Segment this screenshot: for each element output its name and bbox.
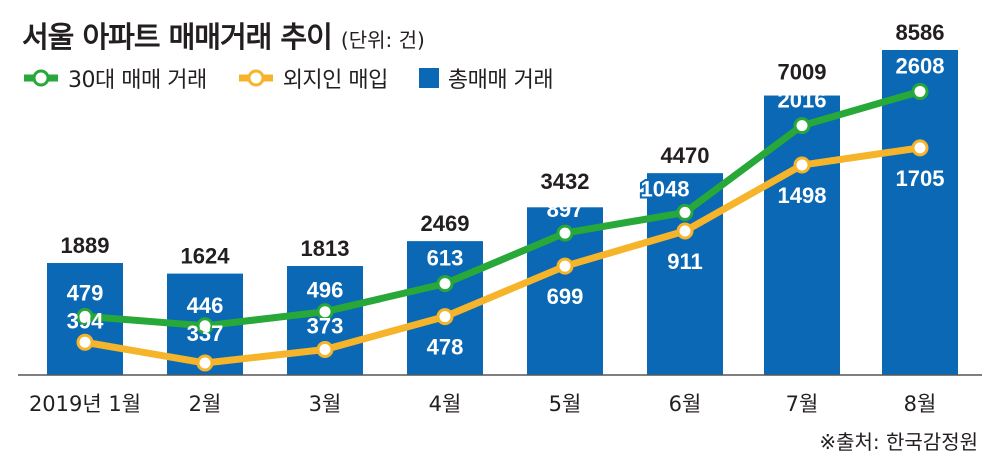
30s-trade-point xyxy=(436,275,454,293)
outsider-buy-value-label: 1498 xyxy=(778,183,827,208)
30s-trade-point xyxy=(793,117,811,135)
30s-trade-value-label: 496 xyxy=(307,278,344,303)
total-value-label: 1889 xyxy=(61,233,110,258)
x-tick-label: 4월 xyxy=(429,392,462,416)
source-note: ※출처: 한국감정원 xyxy=(819,430,978,454)
yellow-line-marker-icon xyxy=(238,69,273,87)
outsider-buy-value-label: 699 xyxy=(547,284,584,309)
x-tick-label: 2019년 1월 xyxy=(29,392,141,416)
outsider-buy-point xyxy=(556,257,574,275)
outsider-buy-value-label: 1705 xyxy=(896,166,945,191)
30s-trade-point xyxy=(676,203,694,221)
30s-trade-value-label: 479 xyxy=(67,280,104,305)
30s-trade-line xyxy=(84,88,921,330)
total-value-label: 3432 xyxy=(541,169,590,194)
bar-total xyxy=(764,95,840,375)
outsider-buy-line xyxy=(84,144,921,367)
green-line-marker-icon xyxy=(24,69,58,87)
total-value-label: 7009 xyxy=(778,60,827,85)
chart-title: 서울 아파트 매매거래 추이 (단위: 건) xyxy=(22,14,425,56)
x-tick-label: 2월 xyxy=(189,392,222,416)
x-tick-label: 8월 xyxy=(904,392,937,416)
30s-trade-value-label: 446 xyxy=(187,293,224,318)
30s-trade-point xyxy=(196,317,214,335)
outsider-buy-point xyxy=(196,354,214,372)
outsider-buy-value-label: 337 xyxy=(187,321,224,346)
total-value-label: 1813 xyxy=(301,236,350,261)
blue-square-icon xyxy=(418,68,439,88)
x-tick-label: 7월 xyxy=(786,392,819,416)
30s-trade-point xyxy=(556,224,574,242)
outsider-buy-value-label: 478 xyxy=(427,335,464,360)
x-tick-label: 6월 xyxy=(669,392,702,416)
legend-item-outsider: 외지인 매입 xyxy=(237,62,388,94)
bar-total xyxy=(882,50,958,375)
legend-label: 30대 매매 거래 xyxy=(68,68,207,93)
legend-item-total: 총매매 거래 xyxy=(418,62,554,94)
30s-trade-point xyxy=(316,303,334,321)
legend-item-30s: 30대 매매 거래 xyxy=(22,62,207,94)
x-tick-label: 3월 xyxy=(309,392,342,416)
outsider-buy-point xyxy=(676,222,694,240)
30s-trade-value-label: 897 xyxy=(547,197,584,222)
outsider-buy-value-label: 373 xyxy=(307,314,344,339)
outsider-buy-point xyxy=(436,308,454,326)
x-tick-label: 5월 xyxy=(549,392,582,416)
unit-label: (단위: 건) xyxy=(340,28,425,52)
outsider-buy-point xyxy=(911,139,929,157)
outsider-buy-point xyxy=(316,341,334,359)
30s-trade-value-label: 613 xyxy=(427,246,464,271)
total-value-label: 2469 xyxy=(421,211,470,236)
total-value-label: 4470 xyxy=(661,143,710,168)
30s-trade-point xyxy=(76,307,94,325)
30s-trade-value-label: 2016 xyxy=(778,88,827,113)
30s-trade-point xyxy=(911,82,929,100)
legend: 30대 매매 거래 외지인 매입 총매매 거래 xyxy=(22,62,554,94)
30s-trade-value-label: 1048 xyxy=(641,176,690,201)
bar-total xyxy=(647,173,723,375)
outsider-buy-value-label: 394 xyxy=(67,308,104,333)
outsider-buy-point xyxy=(793,156,811,174)
outsider-buy-point xyxy=(76,333,94,351)
total-value-label: 1624 xyxy=(181,244,231,269)
30s-trade-value-label: 2608 xyxy=(896,53,945,78)
legend-label: 총매매 거래 xyxy=(447,68,554,93)
outsider-buy-value-label: 911 xyxy=(667,249,703,274)
total-value-label: 8586 xyxy=(896,20,945,45)
legend-label: 외지인 매입 xyxy=(282,68,389,93)
title-text: 서울 아파트 매매거래 추이 xyxy=(22,20,333,54)
